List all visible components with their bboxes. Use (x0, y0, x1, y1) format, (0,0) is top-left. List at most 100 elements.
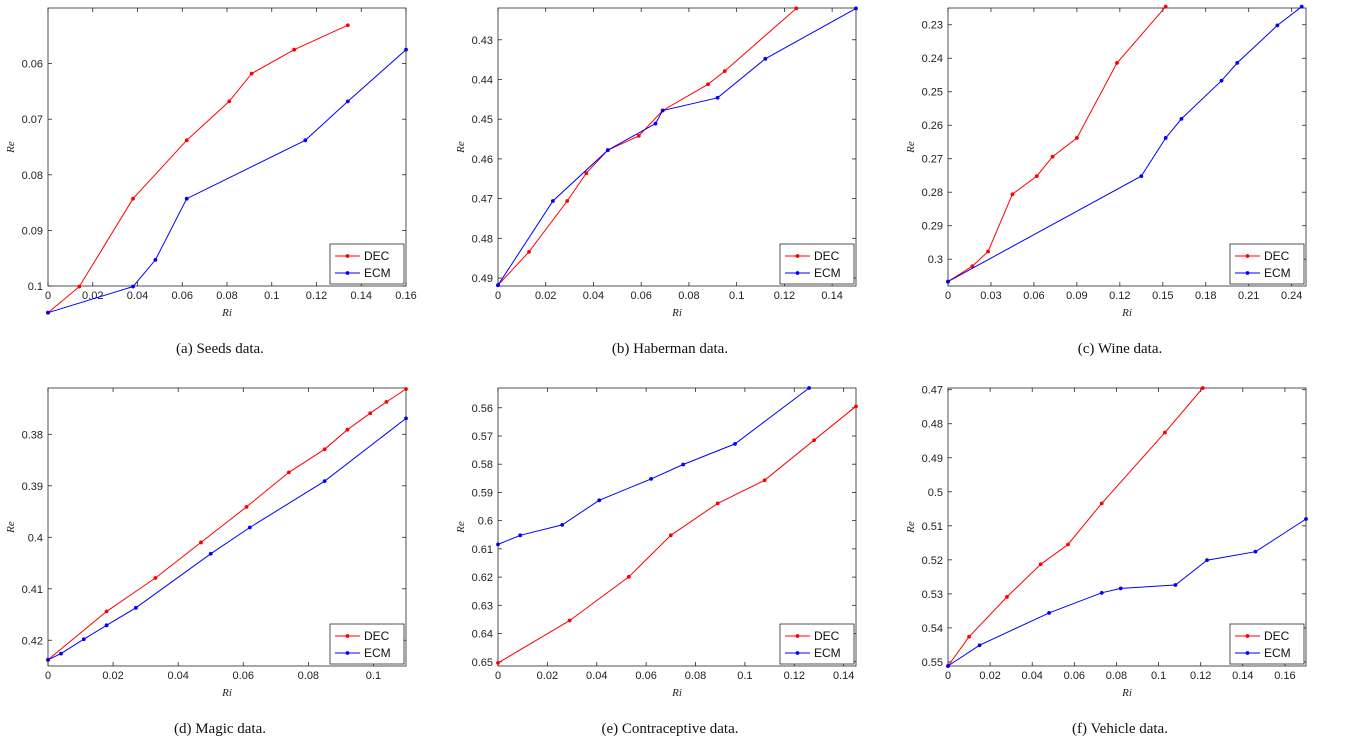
x-tick-label: 0.08 (1106, 670, 1127, 682)
x-tick-label: 0.14 (821, 290, 842, 302)
y-tick-label: 0.48 (922, 419, 943, 431)
dec-data-point (286, 470, 291, 475)
y-axis-label: Re (455, 521, 467, 534)
dec-data-point (812, 438, 816, 443)
dec-data-point (184, 138, 189, 143)
dec-data-point (104, 609, 109, 614)
ecm-data-point (46, 657, 50, 662)
y-tick-label: 0.52 (922, 555, 943, 567)
x-tick-label: 0.04 (1022, 670, 1043, 682)
x-tick-label: 0.06 (635, 670, 656, 682)
x-tick-label: 0.02 (535, 290, 556, 302)
x-tick-label: 0.08 (678, 290, 699, 302)
ecm-data-point (1139, 174, 1144, 179)
x-tick-label: 0.06 (1023, 290, 1044, 302)
dec-data-point (1034, 174, 1039, 179)
y-tick-label: 0.29 (922, 221, 943, 233)
x-axis-label: Ri (671, 687, 682, 699)
y-tick-label: 0.23 (922, 20, 943, 32)
plot-frame (497, 7, 857, 287)
y-tick-label: 0.08 (22, 170, 43, 182)
dec-data-point (636, 133, 641, 138)
dec-data-point (153, 576, 158, 580)
y-tick-label: 0.45 (472, 114, 493, 126)
x-tick-label: 0.1 (264, 290, 279, 302)
dec-legend-label: DEC (1264, 249, 1290, 263)
y-tick-label: 0.65 (472, 657, 493, 669)
ecm-series-line (497, 7, 857, 286)
dec-legend-marker (345, 254, 350, 258)
y-tick-label: 0.63 (472, 600, 493, 612)
dec-data-point (1200, 386, 1205, 390)
ecm-data-point (681, 462, 686, 467)
dec-series-line (497, 8, 797, 286)
dec-series-line (947, 387, 1204, 667)
ecm-data-point (133, 605, 138, 610)
ecm-data-point (763, 56, 768, 61)
legend-box (779, 243, 855, 285)
x-tick-label: 0 (945, 670, 951, 682)
x-tick-label: 0.06 (1064, 670, 1085, 682)
dec-data-point (368, 411, 373, 416)
dec-data-point (527, 249, 531, 254)
dec-data-point (404, 387, 408, 391)
ecm-series-line (497, 387, 810, 545)
x-axis-label: Ri (671, 307, 682, 319)
chart-panel-d: 0 0.02 0.04 0.06 0.08 0.1 0.38 0.39 0.4 0.41 0.42 R… (0, 380, 440, 752)
y-tick-label: 0.43 (472, 35, 493, 47)
x-tick-label: 0.1 (737, 670, 752, 682)
ecm-data-point (1118, 586, 1123, 591)
y-tick-label: 0.51 (922, 521, 943, 533)
y-tick-label: 0.54 (922, 623, 943, 635)
dec-data-point (706, 82, 710, 87)
ecm-data-point (560, 522, 565, 527)
ecm-data-point (59, 651, 63, 656)
y-tick-label: 0.06 (22, 59, 43, 71)
y-axis-label: Re (455, 141, 467, 154)
ecm-data-point (653, 121, 658, 126)
y-tick-label: 0.39 (22, 481, 43, 493)
ecm-data-point (404, 416, 408, 421)
x-tick-label: 0.04 (127, 290, 148, 302)
y-tick-label: 0.49 (922, 453, 943, 465)
chart-panel-f: 0 0.02 0.04 0.06 0.08 0.1 0.12 0.14 0.16 0.47 0.48… (900, 380, 1340, 752)
x-tick-label: 0.04 (586, 670, 607, 682)
dec-data-point (715, 501, 720, 506)
ecm-data-point (518, 533, 523, 538)
x-tick-label: 0.02 (102, 670, 123, 682)
dec-legend-label: DEC (364, 629, 390, 643)
dec-data-point (854, 404, 858, 409)
chart-svg: 0 0.02 0.04 0.06 0.08 0.1 0.12 0.14 0.43 0.44 0.45… (455, 6, 858, 319)
ecm-data-point (660, 108, 665, 113)
dec-data-point (1115, 61, 1119, 65)
y-tick-label: 0.47 (472, 194, 493, 206)
dec-data-point (345, 23, 350, 28)
x-tick-label: 0.04 (583, 290, 604, 302)
ecm-legend-marker (345, 651, 350, 655)
dec-data-point (496, 660, 500, 665)
x-tick-label: 0 (45, 670, 51, 682)
ecm-legend-marker (795, 271, 800, 275)
y-tick-label: 0.24 (922, 53, 943, 65)
dec-series-line (497, 405, 857, 664)
ecm-data-point (1099, 590, 1104, 595)
x-axis-label: Ri (1121, 307, 1132, 319)
ecm-data-point (977, 643, 982, 648)
dec-data-point (131, 196, 135, 201)
ecm-data-point (184, 196, 189, 201)
y-tick-label: 0.59 (472, 487, 493, 499)
y-tick-label: 0.09 (22, 225, 43, 237)
y-tick-label: 0.46 (472, 154, 493, 166)
x-tick-label: 0.03 (980, 290, 1001, 302)
ecm-data-point (153, 257, 158, 262)
ecm-data-point (946, 664, 950, 668)
y-tick-label: 0.53 (922, 589, 943, 601)
ecm-data-point (345, 99, 350, 104)
ecm-legend-label: ECM (814, 266, 841, 280)
legend-box (1229, 623, 1305, 665)
legend: DEC ECM (329, 623, 405, 665)
ecm-data-point (131, 284, 135, 289)
chart-caption: (e) Contraceptive data. (601, 721, 739, 737)
ecm-legend-marker (1245, 651, 1250, 655)
chart-panel-b: 0 0.02 0.04 0.06 0.08 0.1 0.12 0.14 0.43 0.44 0.45… (450, 0, 890, 372)
